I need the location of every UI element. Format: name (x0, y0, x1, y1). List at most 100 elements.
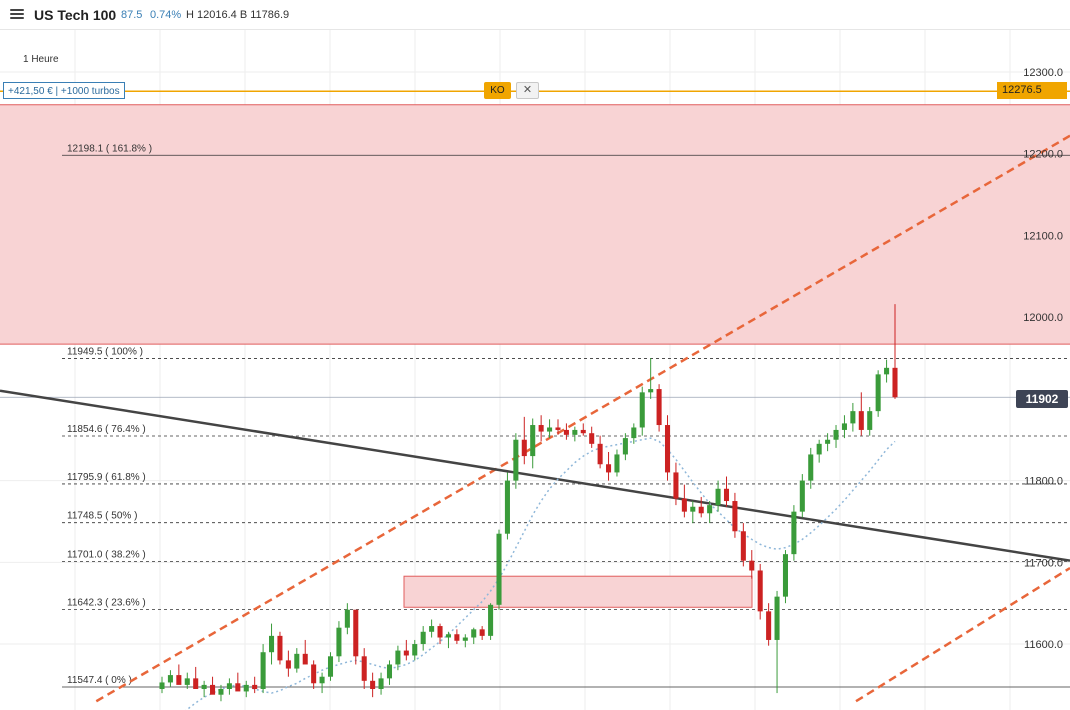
candle-body (723, 488, 730, 502)
candle (344, 603, 350, 635)
candle-body (563, 429, 569, 435)
candle-body (243, 684, 249, 692)
fibonacci-label: 11642.3 ( 23.6% ) (67, 597, 146, 608)
candle (631, 423, 637, 444)
ko-button[interactable]: KO (484, 82, 511, 99)
candle (370, 672, 376, 698)
candle (538, 415, 544, 442)
candle-body (226, 683, 232, 689)
candle (698, 496, 704, 518)
candle (799, 474, 805, 518)
candle (454, 629, 460, 645)
candle (757, 563, 763, 620)
candle-body (774, 596, 780, 640)
candle (841, 415, 847, 439)
candle (530, 418, 536, 469)
candle-body (488, 604, 494, 636)
candle-body (656, 389, 662, 426)
support-box (403, 575, 753, 608)
candle-body (799, 480, 805, 512)
candle-body (833, 429, 839, 440)
price-change-percent: 0.74% (150, 9, 182, 21)
candle-body (496, 533, 502, 605)
fibonacci-label: 12198.1 ( 161.8% ) (67, 143, 152, 154)
candle-body (884, 367, 890, 375)
candle-body (597, 443, 603, 465)
candle (867, 407, 873, 436)
candle (606, 451, 612, 481)
candle (690, 501, 696, 524)
candle (589, 426, 595, 448)
candle-body (538, 425, 544, 432)
candle-body (285, 660, 291, 669)
candle (395, 645, 401, 671)
position-pnl-tag[interactable]: +421,50 € | +1000 turbos (3, 82, 125, 99)
candle (833, 425, 839, 448)
candle (294, 648, 300, 673)
candle (572, 426, 578, 442)
candle-body (344, 609, 350, 628)
candle (715, 480, 721, 512)
candle-body (664, 425, 671, 473)
candle-body (580, 429, 586, 434)
candle-body (311, 664, 317, 684)
y-axis: 12300.0 12200.0 12100.0 12000.0 11800.0 11700… (1023, 67, 1063, 651)
candle (260, 644, 266, 694)
candle-body (631, 427, 637, 439)
fibonacci-label: 11748.5 ( 50% ) (67, 511, 137, 522)
candle-body (235, 683, 241, 692)
y-tick-label: 12100.0 (1023, 230, 1063, 242)
trend-line (0, 389, 1070, 562)
candle-body (690, 506, 696, 512)
candle (319, 672, 325, 694)
candles (159, 304, 898, 702)
candle (825, 433, 831, 452)
candle (193, 666, 199, 689)
fibonacci-label: 11547.4 ( 0% ) (67, 675, 132, 686)
y-tick-label: 11700.0 (1024, 557, 1063, 569)
candle (723, 476, 730, 507)
candle (429, 619, 435, 638)
zones (0, 104, 1070, 608)
candle (648, 358, 654, 399)
candle (302, 639, 308, 665)
candle (521, 416, 527, 465)
hamburger-menu-icon[interactable] (10, 7, 24, 21)
candle (159, 676, 165, 694)
timeframe-label[interactable]: 1 Heure (23, 54, 59, 65)
price-change-absolute: 87.5 (121, 9, 143, 21)
candle-body (176, 675, 182, 685)
candle (386, 660, 393, 685)
candle (808, 447, 814, 489)
candle (378, 672, 384, 695)
candle (597, 435, 603, 469)
candle-body (210, 684, 216, 695)
candle-body (429, 626, 435, 632)
y-tick-label: 12000.0 (1023, 312, 1063, 324)
candle-body (757, 570, 763, 612)
candle (875, 370, 881, 417)
channel-line (855, 566, 1070, 703)
candle (471, 627, 477, 645)
candle-body (184, 678, 190, 685)
candle-body (749, 560, 755, 571)
candle (782, 550, 788, 604)
candle-body (572, 429, 578, 435)
candle-body (403, 650, 409, 656)
price-chart[interactable]: 12198.1 ( 161.8% ) 11949.5 ( 100% ) 11854.… (0, 30, 1070, 710)
candle (269, 623, 275, 665)
candle (791, 505, 797, 561)
candle-body (361, 656, 367, 681)
candle (749, 550, 755, 579)
candle-body (825, 439, 831, 444)
candle-body (327, 656, 334, 677)
candle (479, 626, 485, 640)
candle-body (867, 411, 873, 430)
candle-body (445, 634, 451, 638)
close-position-button[interactable]: ✕ (516, 82, 539, 99)
candle-body (614, 454, 620, 473)
candle-body (816, 443, 822, 455)
fibonacci-label: 11854.6 ( 76.4% ) (67, 424, 146, 435)
y-tick-label: 12200.0 (1023, 149, 1063, 161)
fibonacci-label: 11795.9 ( 61.8% ) (67, 472, 146, 483)
